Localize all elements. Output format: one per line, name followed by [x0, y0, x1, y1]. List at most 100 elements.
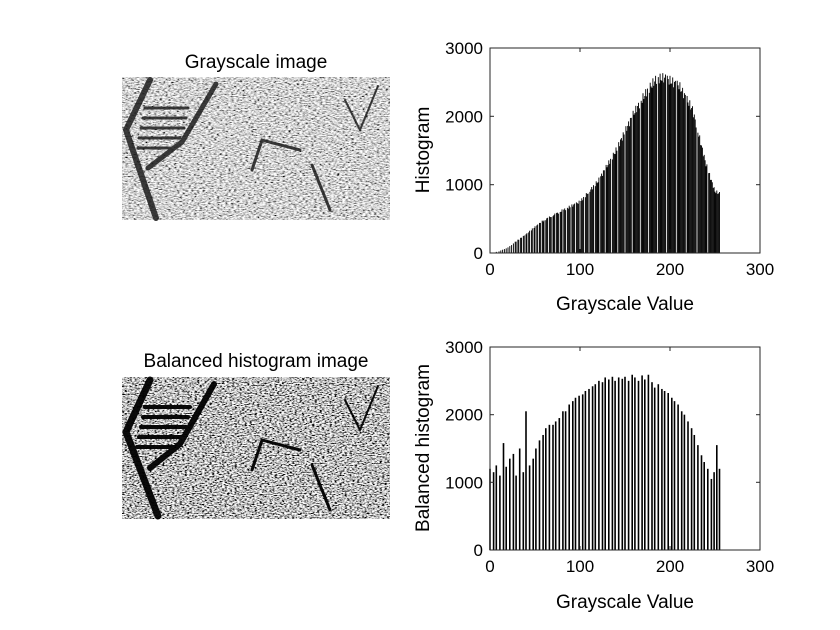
histogram-bar: [581, 198, 583, 253]
histogram-bar: [676, 80, 678, 253]
histogram-bar: [552, 216, 554, 253]
histogram-bar: [512, 243, 514, 253]
histogram-bar: [689, 100, 691, 253]
x-tick-label: 100: [566, 260, 594, 279]
balanced-histogram-bar: [594, 384, 597, 550]
histogram-bar: [620, 138, 622, 253]
grayscale-image-panel: Grayscale image: [122, 52, 390, 221]
histogram-bar: [683, 98, 684, 253]
histogram-bar: [660, 80, 662, 253]
histogram-bar: [572, 206, 574, 253]
histogram-bar: [503, 249, 505, 253]
histogram-bar: [511, 245, 513, 253]
histogram-bar: [593, 185, 594, 253]
histogram-bar: [575, 202, 577, 253]
histogram-bar: [653, 85, 655, 253]
balanced-histogram-bar: [614, 380, 616, 550]
balanced-histogram-bar: [617, 377, 620, 550]
balanced-histogram-bar: [651, 382, 653, 550]
histogram-bar: [682, 87, 684, 253]
histogram-bar: [547, 217, 549, 253]
histogram-bar: [561, 209, 563, 253]
balanced-histogram-bar: [700, 455, 703, 550]
histogram-bar: [634, 113, 636, 254]
histogram-bar: [515, 241, 517, 253]
histogram-bar: [652, 78, 654, 253]
balanced-histogram-bar: [611, 376, 614, 550]
balanced-histogram-bar: [588, 388, 590, 550]
balanced-histogram-bar: [528, 465, 531, 550]
balanced-histogram-bar: [591, 386, 594, 550]
x-tick-label: 300: [746, 557, 774, 576]
histogram-bar: [517, 239, 519, 253]
histogram-bar: [525, 234, 527, 253]
histogram-bar: [614, 154, 616, 253]
histogram-bar: [667, 79, 669, 254]
histogram-bar: [638, 102, 639, 253]
histogram-bar: [690, 109, 692, 253]
balanced-histogram-bar: [562, 411, 564, 550]
histogram-bar: [518, 239, 520, 253]
histogram-bar: [718, 193, 720, 253]
histogram-bar: [569, 207, 571, 253]
histogram-bar: [686, 95, 688, 253]
histogram-bar: [623, 134, 625, 253]
histogram-bar: [719, 192, 720, 253]
balanced-histogram-bar: [690, 428, 693, 550]
histogram-bar: [583, 196, 585, 253]
histogram-bar: [602, 170, 604, 253]
x-tick-label: 200: [656, 260, 684, 279]
histogram-bar: [668, 84, 670, 253]
histogram-bar: [692, 117, 694, 253]
histogram-bar: [568, 205, 570, 253]
histogram-bar: [523, 235, 525, 253]
balanced-histogram-bar: [608, 379, 610, 550]
histogram-bar: [533, 227, 535, 253]
histogram-bar: [656, 83, 657, 254]
histogram-bar: [704, 160, 706, 253]
histogram-bar: [536, 225, 538, 253]
histogram-bar: [640, 100, 642, 253]
histogram-bar: [600, 176, 602, 253]
balanced-histogram-bar: [604, 377, 606, 550]
histogram-bar: [679, 82, 681, 254]
histogram-bar: [530, 230, 532, 253]
x-axis-label: Grayscale Value: [556, 294, 694, 315]
balanced-histogram-bar: [525, 411, 527, 550]
balanced-histogram-bar: [542, 434, 544, 550]
histogram-bar: [716, 190, 718, 253]
y-axis-label: Histogram: [413, 107, 434, 194]
histogram-chart: 0 100 200 300 0 1000 2000 3000 Grayscale…: [413, 39, 774, 315]
balanced-histogram-bar: [718, 468, 721, 550]
histogram-bar: [596, 183, 598, 253]
balanced-histogram-bar: [661, 388, 663, 550]
histogram-bar: [549, 217, 551, 253]
balanced-histogram-ticks: [490, 347, 760, 550]
histogram-bar: [706, 164, 708, 253]
histogram-bar: [642, 93, 644, 254]
histogram-bar: [541, 220, 543, 253]
histogram-bar: [613, 153, 615, 253]
y-axis-label: Balanced histogram: [413, 364, 434, 532]
histogram-bar: [648, 92, 650, 253]
balanced-histogram-bar: [673, 401, 676, 550]
histogram-bar: [566, 207, 568, 253]
histogram-bar: [672, 77, 674, 253]
histogram-bar: [557, 212, 558, 253]
histogram-bar: [646, 96, 648, 253]
histogram-bar: [502, 249, 504, 253]
histogram-bar: [550, 217, 552, 253]
histogram-bar: [669, 75, 671, 253]
y-tick-label: 1000: [445, 473, 483, 492]
histogram-bar: [608, 160, 610, 253]
balanced-histogram-bar: [535, 448, 537, 550]
histogram-bar: [610, 158, 612, 253]
histogram-bar: [573, 204, 575, 253]
histogram-bar: [691, 108, 693, 253]
histogram-bar: [694, 119, 696, 253]
y-tick-label: 0: [474, 244, 483, 263]
histogram-bar: [553, 215, 555, 253]
histogram-bar: [559, 212, 561, 253]
histogram-bar: [580, 201, 582, 253]
histogram-bar: [715, 193, 717, 253]
